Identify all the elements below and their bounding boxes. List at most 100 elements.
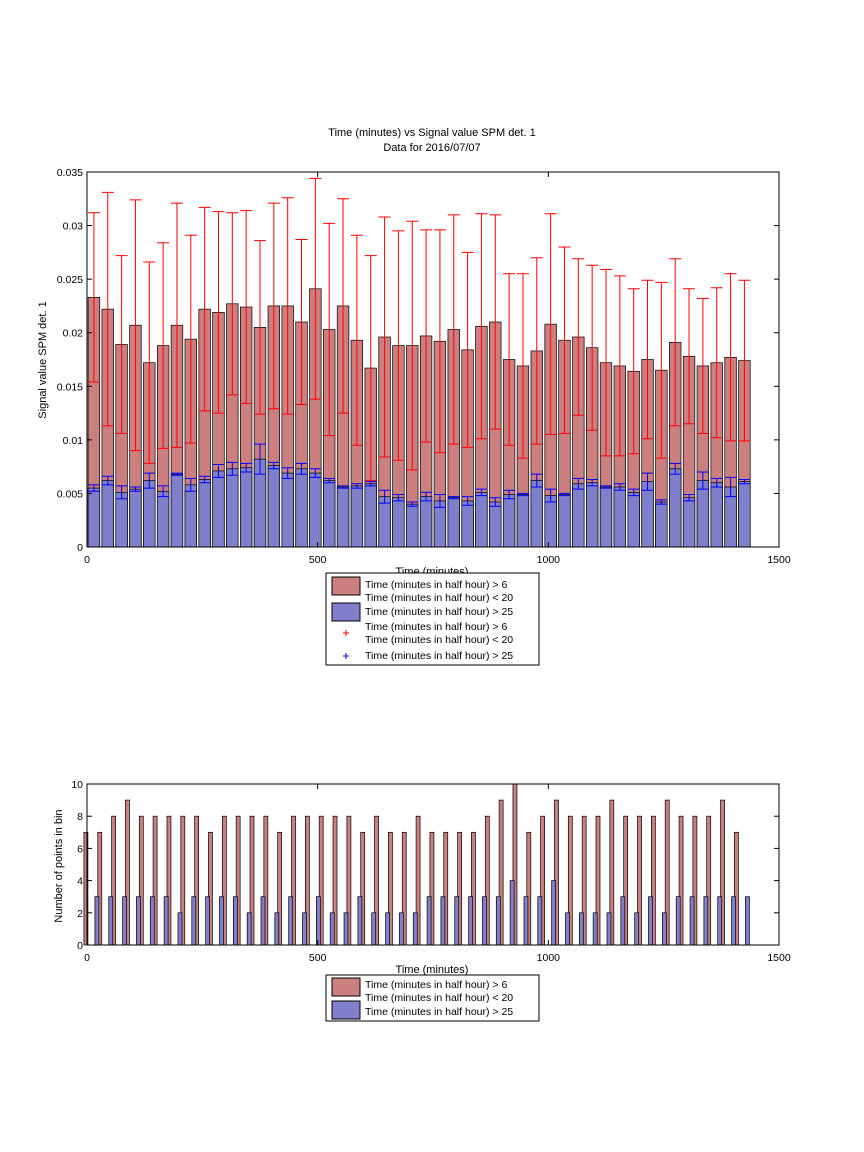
chart1-legend: Time (minutes in half hour) > 6 Time (mi… <box>325 572 540 666</box>
chart1-error-bar-series2 <box>184 477 197 492</box>
chart2-bar-series2 <box>578 912 584 946</box>
chart1-bar-series2 <box>682 497 696 548</box>
chart2-bar-series2 <box>122 896 127 946</box>
chart1-bar-series2 <box>212 470 225 548</box>
chart1-error-bar-series2 <box>323 477 336 484</box>
chart1-error-bar-series2 <box>683 494 696 502</box>
chart2-bar-series2 <box>329 912 335 946</box>
chart1-error-bar-series1 <box>337 198 350 414</box>
chart1-bar-series2 <box>627 492 640 548</box>
chart2-legend-blue-patch <box>331 1000 361 1020</box>
chart1-error-bar-series2 <box>350 483 363 489</box>
chart1-bar-series2 <box>502 494 516 548</box>
chart1-error-bar-series1 <box>364 255 377 482</box>
chart1-error-bar-series1 <box>170 202 183 448</box>
chart1-bar-series2 <box>129 488 142 548</box>
chart2-bar-series2 <box>662 912 667 946</box>
chart1-error-bar-series1 <box>724 273 737 442</box>
chart2-bar-series2 <box>399 912 404 946</box>
chart1-error-bar-series2 <box>309 468 322 478</box>
chart1-title: Time (minutes) vs Signal value SPM det. … <box>328 127 535 139</box>
chart1-error-bar-series1 <box>240 210 253 404</box>
chart1-legend-blue-patch <box>331 602 361 622</box>
chart1-bar-series2 <box>558 494 571 548</box>
chart2-legend-red-patch <box>331 977 361 997</box>
chart1-bar-series2 <box>696 480 710 548</box>
chart1-bar-series2 <box>170 473 184 548</box>
chart1-legend-blue-plus <box>343 653 349 659</box>
chart1-bar-series2 <box>406 503 419 548</box>
chart1-bar-series2 <box>156 490 170 548</box>
chart1-error-bar-series1 <box>406 220 419 471</box>
chart2-legend-label-3: Time (minutes in half hour) > 25 <box>365 1006 513 1018</box>
chart2-bar-series2 <box>551 880 556 946</box>
chart1-error-bar-series1 <box>254 240 266 415</box>
chart1-legend-box <box>325 572 540 666</box>
chart1-error-bar-series2 <box>738 479 751 485</box>
chart1-error-bar-series2 <box>212 464 225 478</box>
chart2-bar-series2 <box>385 912 390 946</box>
chart1-error-bar-series1 <box>309 177 322 400</box>
chart1-legend-label-2: Time (minutes in half hour) < 20 <box>365 592 513 604</box>
chart2-bar-series2 <box>523 896 529 946</box>
chart1-y-tick-label: 0.03 <box>63 221 84 233</box>
chart1-error-bar-series1 <box>101 191 114 427</box>
chart1-error-bar-series2 <box>392 494 405 502</box>
chart1-error-bar-series1 <box>516 273 529 459</box>
chart2-x-tick-label: 1500 <box>767 952 791 964</box>
chart1-error-bar-series1 <box>572 258 585 416</box>
chart1-error-bar-series2 <box>406 501 419 507</box>
chart1-bar-series2 <box>710 482 723 548</box>
chart2-bar-series2 <box>495 896 501 946</box>
chart1-bar-series2 <box>226 468 239 548</box>
chart2-legend-label-1: Time (minutes in half hour) > 6 <box>365 979 507 991</box>
chart2-bar-series2 <box>606 912 612 946</box>
chart2-y-ticks: 0 2 4 6 8 10 <box>71 779 779 952</box>
chart1-error-bar-series2 <box>254 443 266 475</box>
chart1-error-bar-series2 <box>516 492 529 497</box>
chart1-error-bar-series2 <box>503 489 516 500</box>
chart1-bar-series2 <box>585 482 599 548</box>
chart1-bar-series2 <box>323 480 336 548</box>
chart1-bar-series2 <box>101 480 114 548</box>
chart1-error-bar-series2 <box>170 472 183 476</box>
chart1-bar-series2 <box>87 487 101 548</box>
chart1-bar-series2 <box>738 481 751 548</box>
chart1-error-bar-series2 <box>101 475 114 486</box>
chart1-error-bar-series2 <box>447 496 460 500</box>
chart1-legend-red-patch <box>331 576 361 596</box>
chart1-y-tick-label: 0.005 <box>57 488 83 500</box>
chart2-bar-series2 <box>177 912 183 946</box>
chart1-error-bar-series2 <box>600 485 612 489</box>
chart2-x-ticks: 0 500 1000 1500 <box>84 784 791 964</box>
chart1-error-bar-series2 <box>433 494 446 508</box>
chart2-legend-box <box>325 974 540 1022</box>
chart1-error-bar-series1 <box>683 288 696 425</box>
chart1-error-bar-series1 <box>420 229 433 443</box>
chart1-error-bar-series2 <box>295 462 308 475</box>
chart1-y-tick-label: 0.035 <box>57 167 83 179</box>
chart2-bar-series2 <box>232 896 238 946</box>
chart1-error-bar-series2 <box>461 496 474 506</box>
chart2-bar-series2 <box>537 896 543 946</box>
chart1-error-bar-series2 <box>696 471 709 490</box>
chart2-bar-series2 <box>648 896 653 946</box>
chart2-bar-series2 <box>371 912 377 946</box>
chart1-error-bar-series2 <box>586 479 599 487</box>
chart1-error-bars <box>87 177 751 508</box>
chart1-error-bar-series2 <box>281 467 294 479</box>
chart1-error-bar-series1 <box>157 242 170 449</box>
chart1-error-bar-series2 <box>198 475 211 484</box>
chart2-bar-series2 <box>412 912 418 946</box>
chart2-bar-series2 <box>302 912 307 946</box>
chart2-bar-series2 <box>454 896 460 946</box>
chart1-bar-series2 <box>599 486 613 548</box>
chart1-error-bar-series2 <box>115 485 128 500</box>
chart1-error-bar-series1 <box>627 288 640 455</box>
chart1-error-bar-series1 <box>281 197 294 415</box>
chart1-error-bar-series1 <box>641 279 654 440</box>
chart1-error-bar-series1 <box>115 255 128 434</box>
chart1-bar-series2 <box>572 483 585 548</box>
chart1-error-bar-series1 <box>669 258 682 427</box>
chart2-bar-series2 <box>482 896 487 946</box>
